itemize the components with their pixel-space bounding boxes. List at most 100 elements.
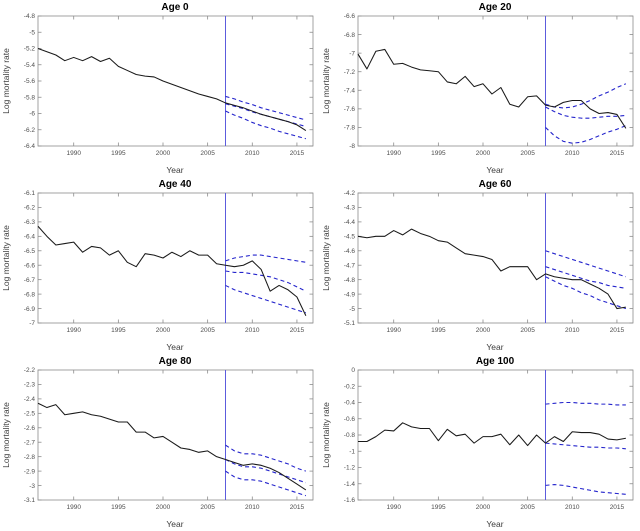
svg-text:-1.4: -1.4 [344, 481, 356, 488]
y-axis-label: Log mortality rate [1, 225, 11, 291]
svg-text:-6.2: -6.2 [24, 205, 36, 212]
svg-text:-7.6: -7.6 [344, 106, 356, 113]
plot-lines: 1990 1995 2000 2005 2010 2015 -3.1 -3 -2.9 -2.8 -2… [24, 367, 314, 511]
series-forecast-upper [545, 250, 627, 278]
chart-title: Age 80 [159, 356, 192, 367]
svg-text:-4.4: -4.4 [344, 219, 356, 226]
svg-text:-2.9: -2.9 [24, 468, 36, 475]
svg-text:2015: 2015 [610, 327, 625, 334]
svg-text:-5.4: -5.4 [24, 62, 36, 69]
svg-text:-5.2: -5.2 [24, 46, 36, 53]
svg-text:2000: 2000 [476, 150, 491, 157]
plot-lines: 1990 1995 2000 2005 2010 2015 -5.1 -5 -4.9 -4.8 -4… [344, 190, 634, 334]
svg-text:-2.4: -2.4 [24, 396, 36, 403]
svg-text:2005: 2005 [520, 327, 535, 334]
chart-title: Age 40 [159, 179, 192, 190]
svg-text:-2.5: -2.5 [24, 411, 36, 418]
svg-text:-6.6: -6.6 [24, 262, 36, 269]
svg-text:1995: 1995 [431, 327, 446, 334]
series-forecast-lower [225, 110, 307, 140]
series-forecast-upper [225, 95, 307, 121]
series-forecast-central [545, 266, 626, 289]
svg-text:-1.2: -1.2 [344, 465, 356, 472]
svg-text:-0.4: -0.4 [344, 400, 356, 407]
y-axis-label: Log mortality rate [1, 48, 11, 114]
y-axis-label: Log mortality rate [321, 225, 331, 291]
svg-text:-1.6: -1.6 [344, 497, 356, 504]
svg-text:2015: 2015 [610, 150, 625, 157]
series-observed [37, 402, 307, 491]
x-axis-label: Year [166, 342, 183, 352]
svg-text:-8: -8 [349, 143, 355, 150]
series-forecast-lower [225, 470, 307, 497]
svg-text:2005: 2005 [520, 504, 535, 511]
svg-text:-3: -3 [29, 483, 35, 490]
svg-text:-4.9: -4.9 [344, 291, 356, 298]
svg-text:-7.4: -7.4 [344, 87, 356, 94]
svg-text:2010: 2010 [565, 327, 580, 334]
svg-text:-5.1: -5.1 [344, 320, 356, 327]
svg-text:1990: 1990 [66, 150, 81, 157]
series-forecast-central [545, 442, 626, 450]
svg-text:1995: 1995 [431, 150, 446, 157]
svg-text:1995: 1995 [111, 504, 126, 511]
chart-title: Age 20 [479, 2, 512, 13]
svg-text:-3.1: -3.1 [24, 497, 36, 504]
series-observed [358, 422, 626, 447]
svg-text:1990: 1990 [386, 504, 401, 511]
svg-text:2010: 2010 [245, 327, 260, 334]
svg-text:-6.5: -6.5 [24, 248, 36, 255]
x-axis-label: Year [486, 342, 503, 352]
svg-text:-5.6: -5.6 [24, 78, 36, 85]
svg-text:-2.2: -2.2 [24, 367, 36, 374]
subplot-age-100: Age 100 Log mortality rate Year 1990 1995… [320, 354, 640, 531]
x-axis-label: Year [166, 165, 183, 175]
plot-lines: 1990 1995 2000 2005 2010 2015 -7 -6.9 -6.8 -6.7 -6… [24, 190, 314, 334]
svg-text:-6.7: -6.7 [24, 277, 36, 284]
svg-text:-4.5: -4.5 [344, 234, 356, 241]
series-forecast-lower [225, 284, 307, 314]
plot-canvas: Age 0 Log mortality rate Year 1990 1995 20… [1, 2, 314, 175]
plot-canvas: Age 60 Log mortality rate Year 1990 1995 2… [321, 179, 634, 352]
series-forecast-upper [225, 254, 306, 263]
plot-lines: 1990 1995 2000 2005 2010 2015 -6.4 -6.2 -6 -5.8 -5… [24, 13, 314, 157]
svg-text:1990: 1990 [386, 327, 401, 334]
svg-text:2010: 2010 [565, 504, 580, 511]
svg-text:-4.8: -4.8 [344, 277, 356, 284]
plot-lines: 1990 1995 2000 2005 2010 2015 -1.6 -1.4 -1.2 -1 -0… [344, 367, 634, 511]
series-forecast-upper [545, 83, 627, 109]
svg-text:-0.2: -0.2 [344, 383, 356, 390]
svg-text:1990: 1990 [66, 504, 81, 511]
svg-text:2015: 2015 [290, 504, 305, 511]
svg-text:1995: 1995 [431, 504, 446, 511]
svg-text:2000: 2000 [156, 150, 171, 157]
svg-text:-6.8: -6.8 [24, 291, 36, 298]
svg-text:-2.8: -2.8 [24, 454, 36, 461]
svg-text:-4.6: -4.6 [344, 248, 356, 255]
svg-text:-5.8: -5.8 [24, 94, 36, 101]
svg-text:2000: 2000 [156, 504, 171, 511]
series-observed [37, 225, 307, 317]
svg-text:2015: 2015 [290, 150, 305, 157]
svg-text:-4.2: -4.2 [344, 190, 356, 197]
x-axis-label: Year [166, 519, 183, 529]
series-forecast-upper [545, 401, 626, 406]
svg-text:-7.2: -7.2 [344, 69, 356, 76]
svg-text:-0.6: -0.6 [344, 416, 356, 423]
series-forecast-lower [545, 125, 627, 144]
svg-text:1990: 1990 [386, 150, 401, 157]
chart-title: Age 0 [161, 2, 189, 13]
x-axis-label: Year [486, 165, 503, 175]
svg-text:-5: -5 [29, 29, 35, 36]
series-forecast-lower [545, 484, 626, 495]
svg-text:2000: 2000 [476, 504, 491, 511]
svg-text:-6.6: -6.6 [344, 13, 356, 20]
svg-text:-7: -7 [29, 320, 35, 327]
y-axis-label: Log mortality rate [321, 402, 331, 468]
svg-text:2005: 2005 [520, 150, 535, 157]
series-observed [357, 48, 627, 129]
svg-text:-7: -7 [349, 50, 355, 57]
plot-canvas: Age 80 Log mortality rate Year 1990 1995 2… [1, 356, 314, 529]
y-axis-label: Log mortality rate [1, 402, 11, 468]
